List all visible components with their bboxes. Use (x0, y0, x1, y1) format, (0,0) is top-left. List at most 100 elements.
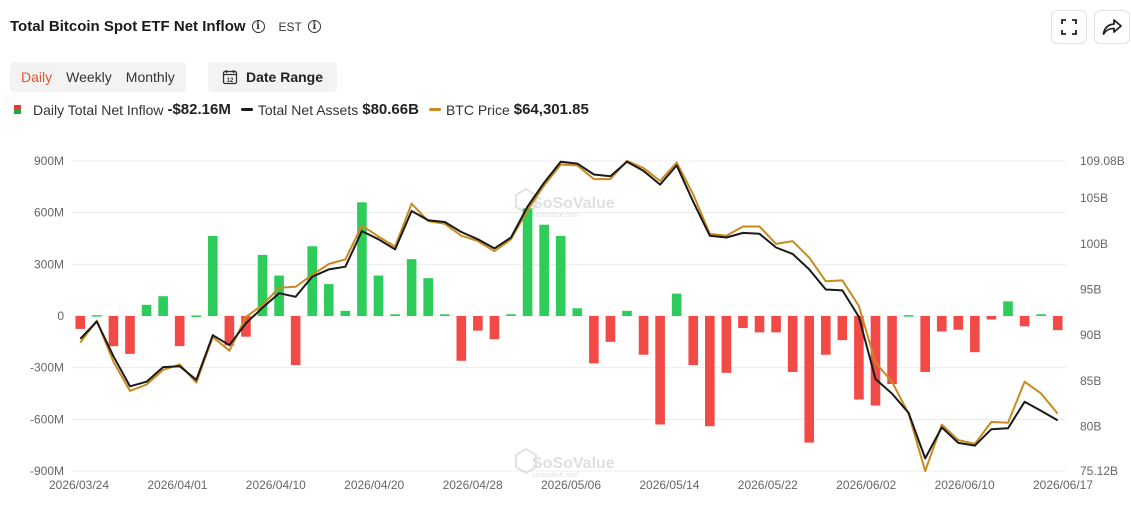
inflow-bar (1052, 316, 1063, 331)
inflow-bar (456, 316, 467, 361)
inflow-bar (506, 314, 516, 316)
legend-item-inflow[interactable]: Daily Total Net Inflow -$82.16M (14, 101, 231, 118)
inflow-bar (555, 235, 566, 316)
watermark-icon (515, 447, 537, 475)
x-tick-label: 2026/05/22 (738, 478, 798, 492)
x-tick-label: 2026/05/14 (639, 478, 699, 492)
inflow-bar (688, 316, 699, 366)
inflow-bar (390, 314, 400, 316)
inflow-bars (75, 202, 1063, 443)
y-right-tick-label: 80B (1080, 419, 1101, 433)
inflow-bar (125, 316, 135, 354)
x-tick-label: 2026/06/10 (935, 478, 995, 492)
inflow-bar (224, 316, 235, 346)
legend-assets-value: $80.66B (362, 101, 419, 118)
legend-item-assets[interactable]: Total Net Assets $80.66B (240, 101, 419, 118)
x-tick-label: 2026/05/06 (541, 478, 601, 492)
legend-inflow-value: -$82.16M (167, 101, 231, 118)
series-lines (79, 159, 1059, 472)
assets-swatch (240, 108, 253, 111)
x-tick-label: 2026/04/10 (246, 478, 306, 492)
info-icon[interactable]: i (251, 20, 265, 33)
date-range-button[interactable]: 12 Date Range (208, 62, 338, 92)
total-net-assets-line (79, 160, 1059, 460)
y-right-tick-label: 85B (1080, 374, 1101, 388)
inflow-bar (1036, 314, 1046, 316)
inflow-bar (920, 316, 930, 372)
fullscreen-icon (1061, 19, 1077, 35)
inflow-bar (75, 316, 86, 329)
x-tick-label: 2026/04/20 (344, 478, 404, 492)
inflow-bar (671, 293, 682, 316)
y-right-tick-label: 105B (1080, 191, 1108, 205)
inflow-bar (307, 246, 318, 316)
inflow-bar (936, 316, 947, 332)
inflow-bar (191, 315, 202, 317)
btc-swatch (428, 108, 441, 111)
calendar-icon-text: 12 (227, 78, 234, 84)
fullscreen-button[interactable] (1051, 10, 1087, 44)
y-right-tick-label: 100B (1080, 237, 1108, 251)
watermark-subtext: sosovalue.com (532, 212, 579, 219)
legend-item-btc[interactable]: BTC Price $64,301.85 (428, 101, 589, 118)
date-range-label: Date Range (246, 69, 324, 85)
tab-monthly[interactable]: Monthly (125, 69, 175, 85)
inflow-bar (241, 316, 251, 337)
tab-weekly[interactable]: Weekly (66, 69, 112, 85)
chart-title: Total Bitcoin Spot ETF Net Inflow (10, 18, 246, 35)
inflow-bar (423, 278, 433, 316)
inflow-bar (174, 316, 185, 347)
inflow-bar (340, 310, 351, 316)
inflow-bar (257, 254, 268, 316)
btc-price-line (79, 159, 1059, 472)
axis-labels: 900M 600M 300M 0 -300M -600M -900M 109.08B 105B 1… (30, 154, 1125, 492)
inflow-bar (771, 316, 781, 333)
inflow-bar (903, 315, 914, 317)
inflow-bar (489, 316, 500, 340)
inflow-swatch (14, 105, 21, 114)
y-right-tick-label: 95B (1080, 283, 1101, 297)
inflow-bar (953, 316, 964, 330)
calendar-icon: 12 (222, 70, 238, 85)
y-left-tick-label: -600M (30, 412, 64, 426)
x-tick-label: 2026/04/28 (443, 478, 503, 492)
y-left-tick-label: 300M (34, 257, 64, 271)
x-tick-label: 2026/06/02 (836, 478, 896, 492)
y-right-tick-label: 75.12B (1080, 464, 1118, 478)
y-left-tick-label: -300M (30, 361, 64, 375)
interval-tabs: Daily Weekly Monthly (10, 62, 186, 92)
y-left-tick-label: 600M (34, 206, 64, 220)
inflow-bar (1019, 316, 1030, 327)
inflow-bar (274, 275, 284, 316)
y-right-tick-label: 109.08B (1080, 154, 1125, 168)
chart-legend: Daily Total Net Inflow -$82.16M Total Ne… (14, 101, 599, 118)
share-button[interactable] (1094, 10, 1130, 44)
watermark-icon (515, 187, 537, 215)
inflow-bar (108, 316, 119, 347)
inflow-bar (986, 316, 997, 320)
y-left-tick-label: 0 (57, 309, 64, 323)
inflow-bar (854, 316, 864, 400)
legend-btc-value: $64,301.85 (513, 101, 589, 118)
inflow-bar (605, 316, 616, 342)
timezone-info-icon[interactable]: i (307, 20, 321, 33)
inflow-bar (92, 315, 102, 317)
chart-title-row: Total Bitcoin Spot ETF Net Inflow i EST … (10, 18, 321, 35)
x-tick-label: 2026/03/24 (49, 478, 109, 492)
inflow-bar (439, 314, 450, 316)
inflow-bar (406, 259, 417, 316)
timezone-label: EST (278, 19, 302, 34)
inflow-bar (820, 316, 831, 355)
inflow-bar (1003, 301, 1013, 316)
inflow-bar (323, 284, 334, 316)
y-left-tick-label: 900M (34, 154, 64, 168)
watermark-text: SoSoValue (532, 455, 615, 472)
inflow-bar (970, 316, 980, 353)
tab-daily[interactable]: Daily (21, 69, 53, 85)
x-tick-label: 2026/06/17 (1033, 478, 1093, 492)
inflow-bar (539, 224, 549, 316)
y-left-tick-label: -900M (30, 464, 64, 478)
